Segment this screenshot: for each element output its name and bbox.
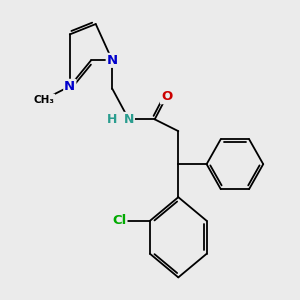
Text: O: O bbox=[161, 90, 172, 103]
Text: N: N bbox=[124, 113, 134, 126]
Text: CH₃: CH₃ bbox=[33, 94, 54, 104]
Text: Cl: Cl bbox=[112, 214, 127, 227]
Text: N: N bbox=[107, 54, 118, 67]
Text: H: H bbox=[107, 113, 117, 126]
Text: N: N bbox=[64, 80, 75, 93]
